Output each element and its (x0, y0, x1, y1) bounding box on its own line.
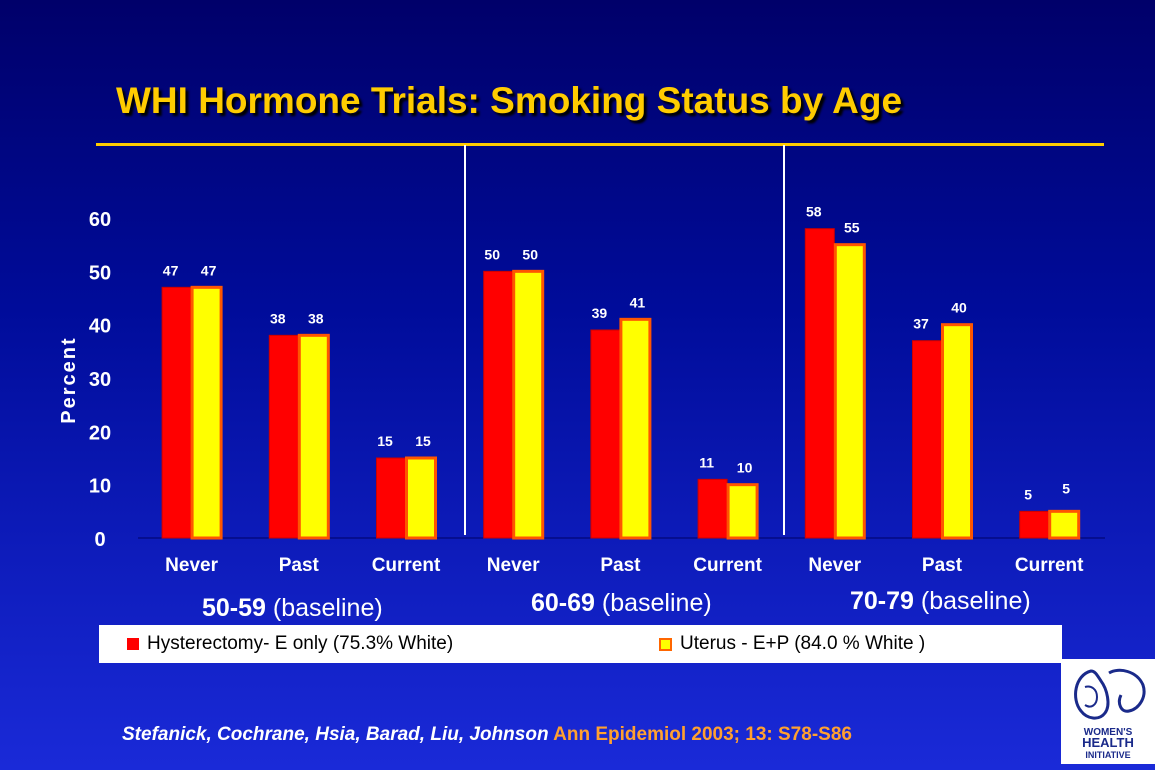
data-label: 5 (1062, 480, 1070, 496)
data-label: 10 (737, 460, 753, 476)
x-category-label: Past (279, 555, 320, 576)
group-label-60-69: 60-69 (baseline) (531, 589, 712, 618)
bar-yellow (297, 333, 330, 540)
bar-yellow (833, 243, 866, 540)
chart-title: WHI Hormone Trials: Smoking Status by Ag… (116, 80, 903, 121)
y-tick-label: 20 (89, 422, 111, 444)
data-label: 38 (270, 310, 286, 326)
data-label: 15 (415, 433, 431, 449)
data-label: 39 (592, 305, 608, 321)
legend-label-uterus: Uterus - E+P (84.0 % White ) (680, 633, 926, 654)
bar-red (912, 340, 942, 539)
group-label-50-59: 50-59 (baseline) (202, 594, 383, 623)
data-label: 47 (201, 262, 217, 278)
y-tick-label: 0 (94, 529, 105, 551)
y-axis-label: Percent (58, 336, 80, 423)
logo-text-health: HEALTH (1082, 735, 1134, 750)
bar-red (161, 286, 192, 539)
legend-label-hysterectomy: Hysterectomy- E only (75.3% White) (147, 633, 454, 654)
bar-yellow (190, 285, 223, 540)
group-label-70-79-age: 70-79 (850, 587, 914, 615)
x-category-label: Current (693, 555, 762, 576)
data-label: 47 (163, 262, 179, 278)
x-category-label: Never (165, 555, 218, 576)
bar-red (376, 457, 406, 539)
x-category-label: Past (600, 555, 641, 576)
y-tick-label: 30 (89, 369, 111, 391)
y-tick-label: 50 (89, 262, 111, 284)
group-label-70-79-suffix: (baseline) (913, 587, 1031, 615)
group-label-60-69-suffix: (baseline) (594, 589, 712, 617)
data-label: 11 (699, 454, 714, 470)
logo-text-initiative: INITIATIVE (1085, 750, 1130, 760)
x-category-label: Current (372, 555, 441, 576)
data-label: 37 (913, 316, 929, 332)
legend-swatch-yellow (659, 637, 672, 651)
data-label: 5 (1024, 486, 1032, 502)
y-tick-label: 40 (89, 316, 111, 338)
y-tick-label: 60 (89, 209, 111, 231)
bar-yellow (726, 483, 759, 540)
group-label-50-59-age: 50-59 (202, 594, 266, 622)
bar-chart: 0 10 20 30 40 50 60 Percent 47 47 Never 38 38 Past 15 1… (58, 204, 1105, 576)
x-category-label: Current (1015, 555, 1084, 576)
x-category-label: Never (808, 555, 861, 576)
bar-red (804, 228, 835, 539)
x-category-label: Past (922, 555, 963, 576)
bar-red (590, 329, 621, 539)
whi-logo: WOMEN'S HEALTH INITIATIVE (1061, 659, 1155, 764)
citation-journal: Ann Epidemiol 2003; 13: S78-S86 (548, 724, 852, 745)
bar-red (268, 334, 299, 539)
data-label: 15 (377, 433, 393, 449)
logo-text-womens: WOMEN'S (1084, 727, 1133, 738)
whi-logo-graphic: WOMEN'S HEALTH INITIATIVE (1074, 668, 1146, 760)
bar-yellow (941, 323, 973, 540)
data-label: 58 (806, 204, 822, 220)
bar-yellow (1048, 509, 1081, 540)
data-label: 50 (522, 246, 538, 262)
data-label: 50 (484, 246, 500, 262)
group-label-70-79: 70-79 (baseline) (850, 587, 1031, 616)
group-label-60-69-age: 60-69 (531, 589, 595, 617)
data-label: 40 (951, 300, 967, 316)
bar-yellow (405, 456, 437, 540)
bar-red (483, 270, 514, 539)
x-category-label: Never (487, 555, 540, 576)
bar-red (1019, 510, 1050, 539)
citation-authors: Stefanick, Cochrane, Hsia, Barad, Liu, J… (122, 724, 549, 745)
data-label: 38 (308, 310, 324, 326)
data-label: 41 (630, 294, 646, 310)
legend-item-uterus: Uterus - E+P (84.0 % White ) (659, 633, 925, 655)
data-label: 55 (844, 220, 860, 236)
title-underline (96, 143, 1104, 146)
bar-red (697, 478, 728, 539)
group-label-50-59-suffix: (baseline) (265, 594, 383, 622)
bar-yellow (512, 269, 545, 540)
bar-yellow (619, 317, 652, 540)
legend-swatch-red (127, 638, 139, 650)
legend-item-hysterectomy: Hysterectomy- E only (75.3% White) (127, 633, 453, 655)
citation: Stefanick, Cochrane, Hsia, Barad, Liu, J… (122, 724, 852, 746)
y-tick-label: 10 (89, 476, 111, 498)
legend: Hysterectomy- E only (75.3% White) Uteru… (99, 625, 1062, 663)
